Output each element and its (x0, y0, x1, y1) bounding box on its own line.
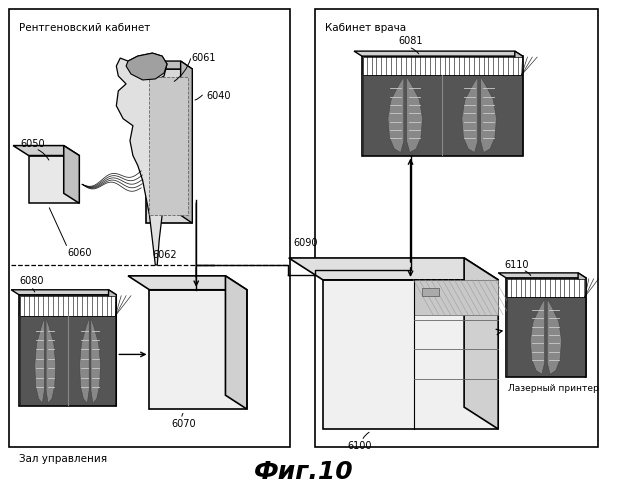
Polygon shape (117, 53, 182, 265)
Polygon shape (578, 273, 586, 378)
Polygon shape (128, 276, 247, 290)
Bar (20, 296, 115, 316)
Polygon shape (149, 290, 247, 409)
Polygon shape (480, 77, 497, 152)
Polygon shape (547, 298, 562, 374)
Polygon shape (498, 273, 586, 278)
Polygon shape (289, 258, 498, 280)
Polygon shape (91, 318, 100, 403)
Bar (363, 75, 521, 154)
Polygon shape (108, 290, 117, 406)
Polygon shape (79, 318, 89, 403)
Polygon shape (29, 156, 79, 204)
Bar (422, 288, 440, 296)
Polygon shape (180, 61, 192, 223)
Bar (149, 77, 188, 215)
Text: 6062: 6062 (153, 250, 177, 260)
Bar (362, 56, 523, 156)
Polygon shape (323, 280, 498, 429)
Polygon shape (134, 61, 192, 69)
Polygon shape (11, 290, 117, 294)
Text: Зал управления: Зал управления (19, 454, 107, 464)
Polygon shape (126, 53, 167, 80)
Bar (507, 279, 585, 296)
Polygon shape (407, 77, 423, 152)
Bar (19, 294, 117, 406)
Text: 6090: 6090 (294, 238, 318, 248)
Bar (20, 316, 115, 405)
Text: Фиг.10: Фиг.10 (254, 460, 353, 483)
Polygon shape (354, 51, 523, 56)
Polygon shape (464, 258, 498, 429)
Text: 6081: 6081 (399, 36, 423, 46)
Text: 6110: 6110 (504, 260, 528, 270)
Polygon shape (462, 77, 478, 152)
Text: 6100: 6100 (347, 441, 372, 451)
Text: Кабинет врача: Кабинет врача (325, 24, 406, 34)
Polygon shape (530, 298, 544, 374)
Polygon shape (515, 51, 523, 156)
Polygon shape (35, 318, 45, 403)
Polygon shape (226, 276, 247, 409)
Text: 6040: 6040 (206, 91, 231, 101)
Bar (507, 296, 585, 376)
Text: Рентгеновский кабинет: Рентгеновский кабинет (19, 24, 150, 34)
Polygon shape (388, 77, 404, 152)
Polygon shape (13, 146, 79, 156)
Bar (315, 10, 598, 447)
Bar (146, 69, 192, 223)
Text: 6050: 6050 (21, 138, 45, 148)
Text: 6080: 6080 (19, 276, 43, 286)
Polygon shape (46, 318, 56, 403)
Text: 6070: 6070 (172, 419, 197, 429)
Bar (9, 10, 290, 447)
Text: 6061: 6061 (192, 53, 216, 63)
Bar (414, 280, 498, 314)
Bar (506, 278, 586, 378)
Text: Лазерный принтер: Лазерный принтер (508, 384, 599, 393)
Bar (363, 57, 521, 75)
Text: 6060: 6060 (68, 248, 92, 258)
Polygon shape (64, 146, 79, 204)
